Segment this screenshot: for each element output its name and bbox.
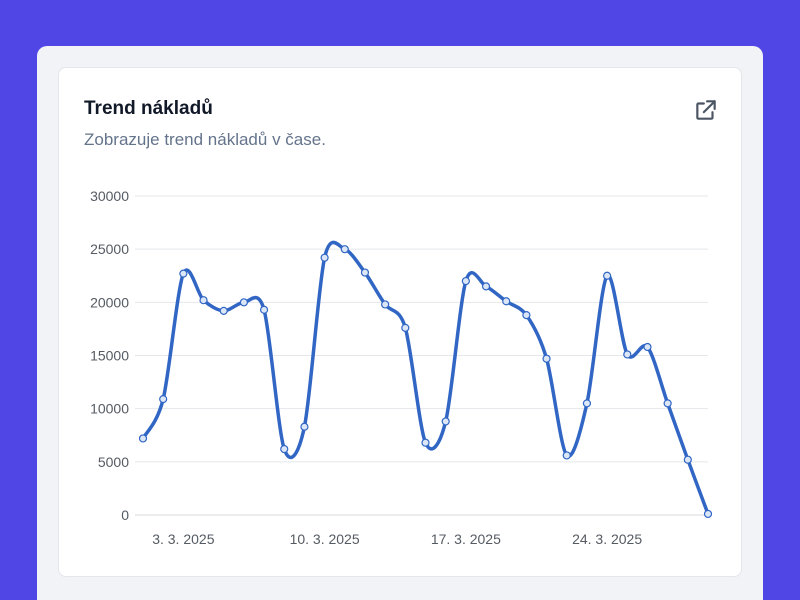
card-title: Trend nákladů bbox=[84, 98, 213, 119]
data-point bbox=[542, 354, 551, 363]
data-point bbox=[340, 245, 349, 254]
y-tick-label: 30000 bbox=[90, 188, 129, 204]
chart-card: Trend nákladů Zobrazuje trend nákladů v … bbox=[58, 67, 742, 577]
page-panel: Trend nákladů Zobrazuje trend nákladů v … bbox=[37, 46, 763, 600]
y-tick-label: 20000 bbox=[90, 294, 129, 310]
data-point bbox=[179, 269, 188, 278]
data-point bbox=[663, 399, 672, 408]
data-point bbox=[502, 297, 511, 306]
x-tick-label: 10. 3. 2025 bbox=[290, 531, 360, 547]
x-tick-label: 3. 3. 2025 bbox=[152, 531, 214, 547]
y-tick-label: 25000 bbox=[90, 241, 129, 257]
data-point bbox=[219, 306, 228, 315]
series-line bbox=[141, 240, 710, 516]
x-tick-label: 24. 3. 2025 bbox=[572, 531, 642, 547]
y-tick-label: 15000 bbox=[90, 348, 129, 364]
data-point bbox=[683, 455, 692, 464]
data-point bbox=[582, 399, 592, 408]
data-point bbox=[320, 253, 329, 262]
data-point bbox=[421, 438, 430, 447]
data-point bbox=[239, 298, 248, 307]
data-point bbox=[138, 434, 148, 443]
data-point bbox=[441, 417, 450, 426]
data-point bbox=[401, 323, 410, 332]
data-point bbox=[259, 305, 269, 314]
data-point bbox=[623, 350, 632, 359]
data-point bbox=[280, 444, 289, 454]
data-point bbox=[703, 509, 713, 519]
y-tick-label: 5000 bbox=[98, 454, 129, 470]
data-point bbox=[461, 276, 470, 286]
data-point bbox=[159, 394, 168, 404]
data-point bbox=[643, 342, 652, 352]
data-point bbox=[381, 300, 390, 309]
card-subtitle: Zobrazuje trend nákladů v čase. bbox=[84, 130, 326, 149]
data-point bbox=[562, 451, 571, 460]
x-tick-label: 17. 3. 2025 bbox=[431, 531, 501, 547]
data-point bbox=[481, 282, 491, 291]
data-point bbox=[360, 268, 370, 277]
data-point bbox=[522, 310, 531, 320]
y-tick-label: 0 bbox=[121, 507, 129, 523]
data-point bbox=[603, 271, 612, 280]
y-tick-label: 10000 bbox=[90, 401, 129, 417]
data-point bbox=[300, 422, 309, 431]
open-external-button[interactable] bbox=[693, 97, 719, 123]
data-point bbox=[199, 296, 208, 305]
external-link-icon bbox=[696, 100, 716, 120]
